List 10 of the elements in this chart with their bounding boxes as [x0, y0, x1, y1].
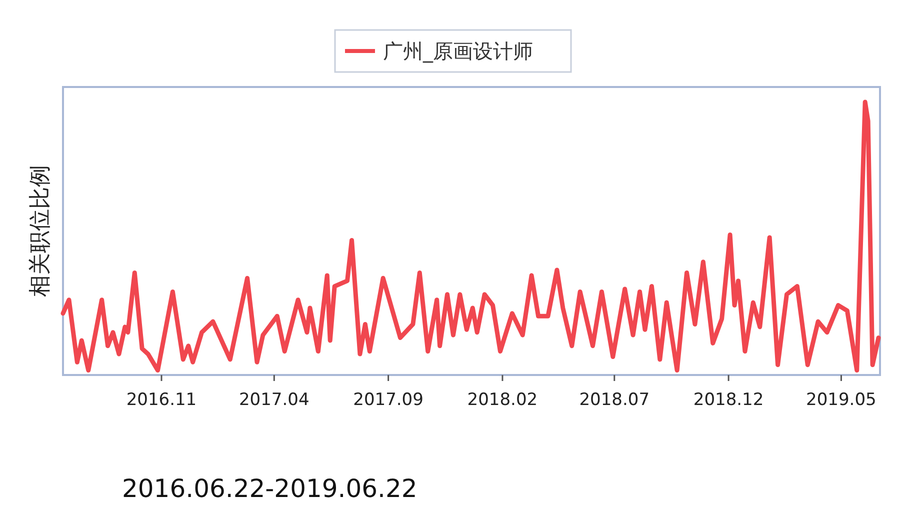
x-tick-label: 2018.07 [579, 390, 650, 410]
y-axis-title: 相关职位比例 [28, 165, 53, 297]
x-tick-label: 2018.02 [467, 390, 538, 410]
x-tick-label: 2019.05 [806, 390, 876, 410]
x-tick-label: 2016.11 [126, 390, 197, 410]
legend-label: 广州_原画设计师 [383, 39, 533, 63]
x-tick-label: 2017.09 [353, 390, 424, 410]
text: 2016.06.22-2019.06.22 [122, 474, 418, 503]
x-tick-label: 2018.12 [693, 390, 764, 410]
x-tick-label: 2017.04 [238, 390, 310, 410]
